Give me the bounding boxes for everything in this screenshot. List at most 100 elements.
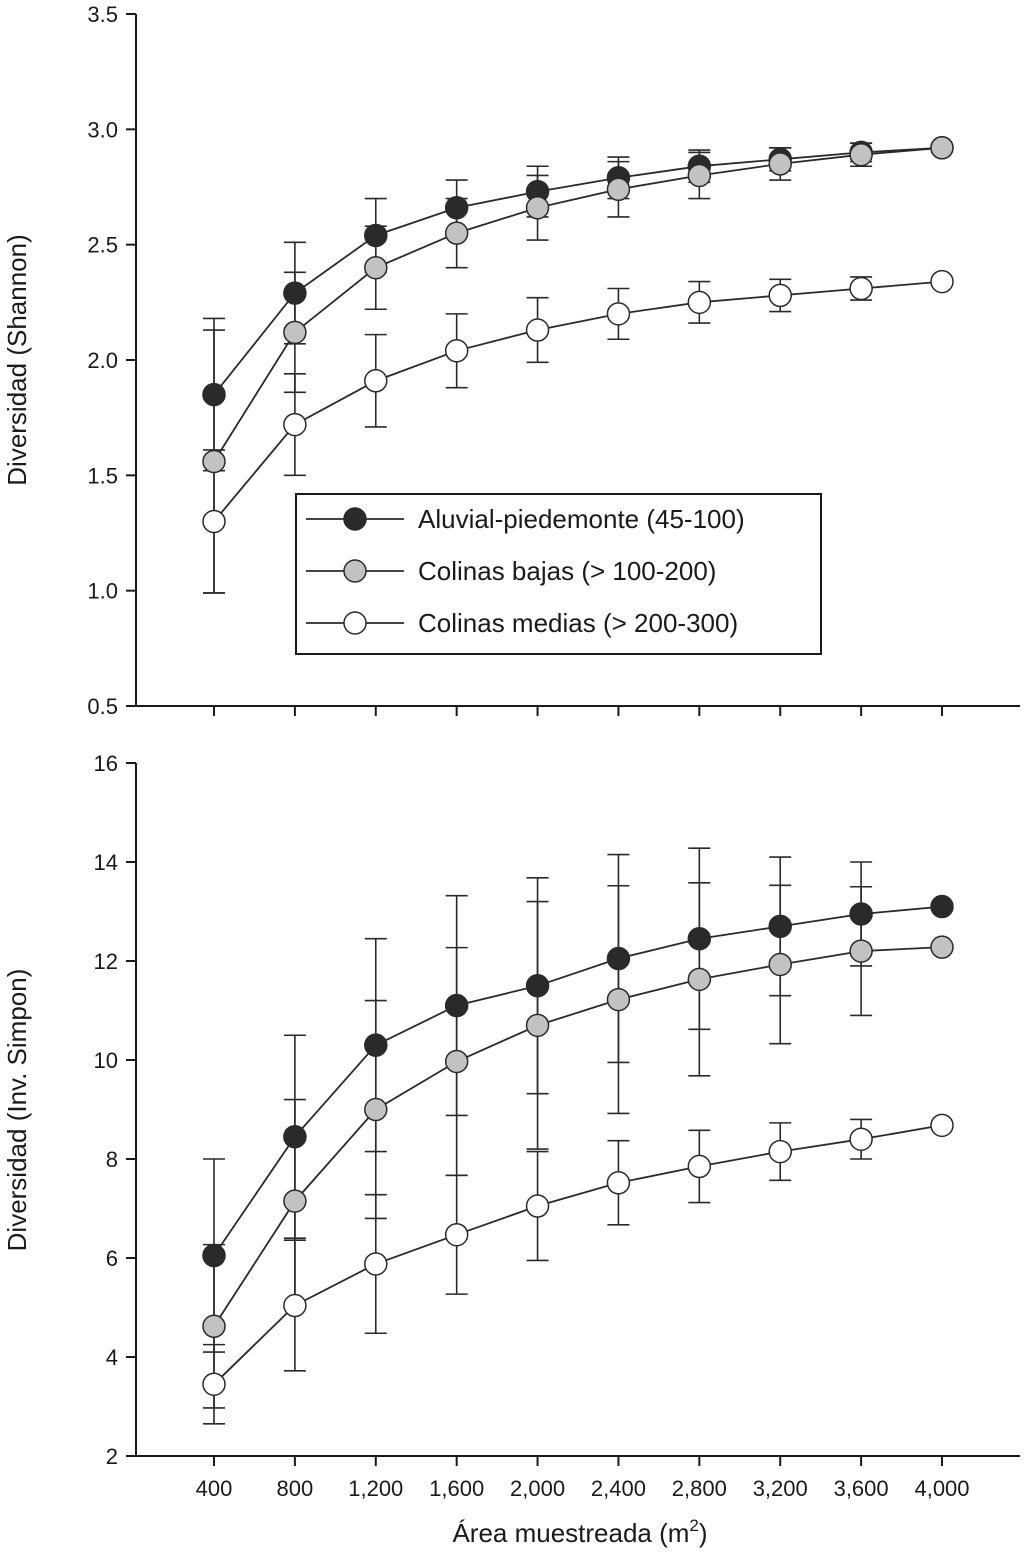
legend-entry-colinas-medias: Colinas medias (> 200-300) xyxy=(306,608,738,638)
data-point-aluvial-piedemonte-45-100 xyxy=(364,223,388,248)
data-point-colinas-medias-200-300 xyxy=(283,412,307,437)
data-point-colinas-bajas-100-200 xyxy=(364,255,388,280)
data-point-colinas-bajas-100-200 xyxy=(202,1314,226,1339)
legend: Aluvial-piedemonte (45-100) Colinas baja… xyxy=(295,493,822,655)
y-tick-label-inv-simpson: 10 xyxy=(94,1048,118,1073)
data-point-colinas-bajas-100-200 xyxy=(606,177,631,202)
data-point-aluvial-piedemonte-45-100 xyxy=(930,894,954,919)
data-point-aluvial-piedemonte-45-100 xyxy=(444,196,469,220)
legend-entry-aluvial: Aluvial-piedemonte (45-100) xyxy=(306,504,745,534)
data-point-aluvial-piedemonte-45-100 xyxy=(202,382,226,407)
data-point-colinas-medias-200-300 xyxy=(283,1293,307,1318)
series-lines-shannon xyxy=(213,146,943,523)
data-point-colinas-bajas-100-200 xyxy=(687,163,712,188)
data-point-colinas-medias-200-300 xyxy=(202,1372,226,1396)
data-point-colinas-medias-200-300 xyxy=(606,1171,631,1195)
legend-label-aluvial: Aluvial-piedemonte (45-100) xyxy=(418,504,745,534)
x-tick-label: 4,000 xyxy=(914,1476,969,1501)
data-point-colinas-bajas-100-200 xyxy=(444,221,469,245)
data-point-colinas-medias-200-300 xyxy=(525,318,550,342)
data-point-colinas-bajas-100-200 xyxy=(930,136,954,160)
data-point-colinas-bajas-100-200 xyxy=(525,1013,550,1038)
y-tick-label-shannon: 3.0 xyxy=(87,117,118,142)
x-tick-label: 1,600 xyxy=(429,1476,484,1501)
y-tick-label-shannon: 0.5 xyxy=(87,694,118,719)
data-point-colinas-medias-200-300 xyxy=(364,369,388,393)
y-tick-label-inv-simpson: 2 xyxy=(106,1444,118,1469)
x-tick-label: 3,600 xyxy=(834,1476,889,1501)
panel-inv-simpson: 2 4 6 8 10 12 14 16 400 800 1,200 1,600 2,000 2,400 2,… xyxy=(2,751,1020,1501)
y-tick-label-inv-simpson: 8 xyxy=(106,1147,118,1172)
y-tick-label-shannon: 3.5 xyxy=(87,2,118,27)
y-tick-label-shannon: 1.0 xyxy=(87,579,118,604)
data-point-colinas-bajas-100-200 xyxy=(849,142,873,167)
markers-inv-simpson xyxy=(202,894,954,1396)
y-axis-label-shannon: Diversidad (Shannon) xyxy=(2,234,32,485)
data-point-colinas-bajas-100-200 xyxy=(202,449,226,474)
data-point-aluvial-piedemonte-45-100 xyxy=(606,946,631,971)
axes-shannon: 0.5 1.0 1.5 2.0 2.5 3.0 3.5 xyxy=(87,2,1020,719)
y-tick-label-inv-simpson: 14 xyxy=(94,850,118,875)
x-tick-label: 2,000 xyxy=(510,1476,565,1501)
data-point-colinas-bajas-100-200 xyxy=(849,939,873,963)
data-point-colinas-medias-200-300 xyxy=(525,1194,550,1218)
data-point-colinas-medias-200-300 xyxy=(444,1222,469,1247)
data-point-colinas-bajas-100-200 xyxy=(930,935,954,959)
axes-inv-simpson: 2 4 6 8 10 12 14 16 400 800 1,200 1,600 2,000 2,400 2,… xyxy=(94,751,1020,1501)
legend-label-colinas-medias: Colinas medias (> 200-300) xyxy=(418,608,738,638)
x-tick-label: 3,200 xyxy=(753,1476,808,1501)
data-point-aluvial-piedemonte-45-100 xyxy=(687,926,712,951)
series-line-aluvial-piedemonte-45-100 xyxy=(213,905,943,1257)
x-axis-label-main: Área muestreada (m xyxy=(452,1518,689,1548)
y-tick-label-inv-simpson: 6 xyxy=(106,1246,118,1271)
data-point-colinas-medias-200-300 xyxy=(930,1113,954,1138)
markers-shannon xyxy=(202,136,954,534)
series-line-colinas-medias-200-300 xyxy=(213,280,943,523)
data-point-colinas-medias-200-300 xyxy=(768,1139,792,1164)
data-point-colinas-bajas-100-200 xyxy=(768,152,792,176)
data-point-aluvial-piedemonte-45-100 xyxy=(364,1033,388,1057)
data-point-aluvial-piedemonte-45-100 xyxy=(768,914,792,939)
data-point-colinas-bajas-100-200 xyxy=(283,320,307,345)
legend-label-colinas-bajas: Colinas bajas (> 100-200) xyxy=(418,556,716,586)
series-line-aluvial-piedemonte-45-100 xyxy=(213,146,943,396)
x-tick-label: 2,400 xyxy=(591,1476,646,1501)
data-point-colinas-medias-200-300 xyxy=(444,339,469,363)
data-point-aluvial-piedemonte-45-100 xyxy=(283,1124,307,1149)
data-point-colinas-medias-200-300 xyxy=(687,1154,712,1179)
legend-marker-colinas-medias xyxy=(343,611,367,635)
x-tick-label: 1,200 xyxy=(348,1476,403,1501)
data-point-colinas-medias-200-300 xyxy=(202,509,226,534)
series-line-colinas-bajas-100-200 xyxy=(213,146,943,462)
legend-entry-colinas-bajas: Colinas bajas (> 100-200) xyxy=(306,556,716,586)
data-point-colinas-medias-200-300 xyxy=(364,1252,388,1276)
data-point-aluvial-piedemonte-45-100 xyxy=(849,902,873,926)
x-tick-label: 2,800 xyxy=(672,1476,727,1501)
panel-shannon: 0.5 1.0 1.5 2.0 2.5 3.0 3.5 Diversidad (Shanno… xyxy=(2,2,1020,719)
y-tick-label-inv-simpson: 4 xyxy=(106,1345,118,1370)
data-point-aluvial-piedemonte-45-100 xyxy=(202,1243,226,1268)
data-point-colinas-medias-200-300 xyxy=(849,276,873,301)
x-axis-label-sup: 2 xyxy=(689,1516,698,1535)
data-point-aluvial-piedemonte-45-100 xyxy=(525,974,550,998)
y-tick-label-shannon: 1.5 xyxy=(87,463,118,488)
data-point-colinas-bajas-100-200 xyxy=(364,1097,388,1122)
y-tick-label-inv-simpson: 12 xyxy=(94,949,118,974)
legend-marker-colinas-bajas xyxy=(343,559,367,583)
data-point-colinas-medias-200-300 xyxy=(768,283,792,308)
data-point-colinas-bajas-100-200 xyxy=(606,987,631,1012)
series-line-colinas-medias-200-300 xyxy=(213,1124,943,1385)
x-axis-label: Área muestreada (m2) xyxy=(452,1516,707,1548)
data-point-colinas-bajas-100-200 xyxy=(768,952,792,977)
y-axis-label-inv-simpson: Diversidad (Inv. Simpon) xyxy=(2,969,32,1252)
data-point-colinas-medias-200-300 xyxy=(849,1127,873,1151)
series-lines-inv-simpson xyxy=(213,905,943,1385)
data-point-colinas-medias-200-300 xyxy=(687,290,712,315)
data-point-colinas-medias-200-300 xyxy=(930,269,954,294)
x-tick-label: 400 xyxy=(196,1476,233,1501)
data-point-colinas-bajas-100-200 xyxy=(525,196,550,220)
x-axis-label-close: ) xyxy=(699,1518,708,1548)
data-point-colinas-bajas-100-200 xyxy=(283,1189,307,1213)
y-tick-label-shannon: 2.0 xyxy=(87,348,118,373)
